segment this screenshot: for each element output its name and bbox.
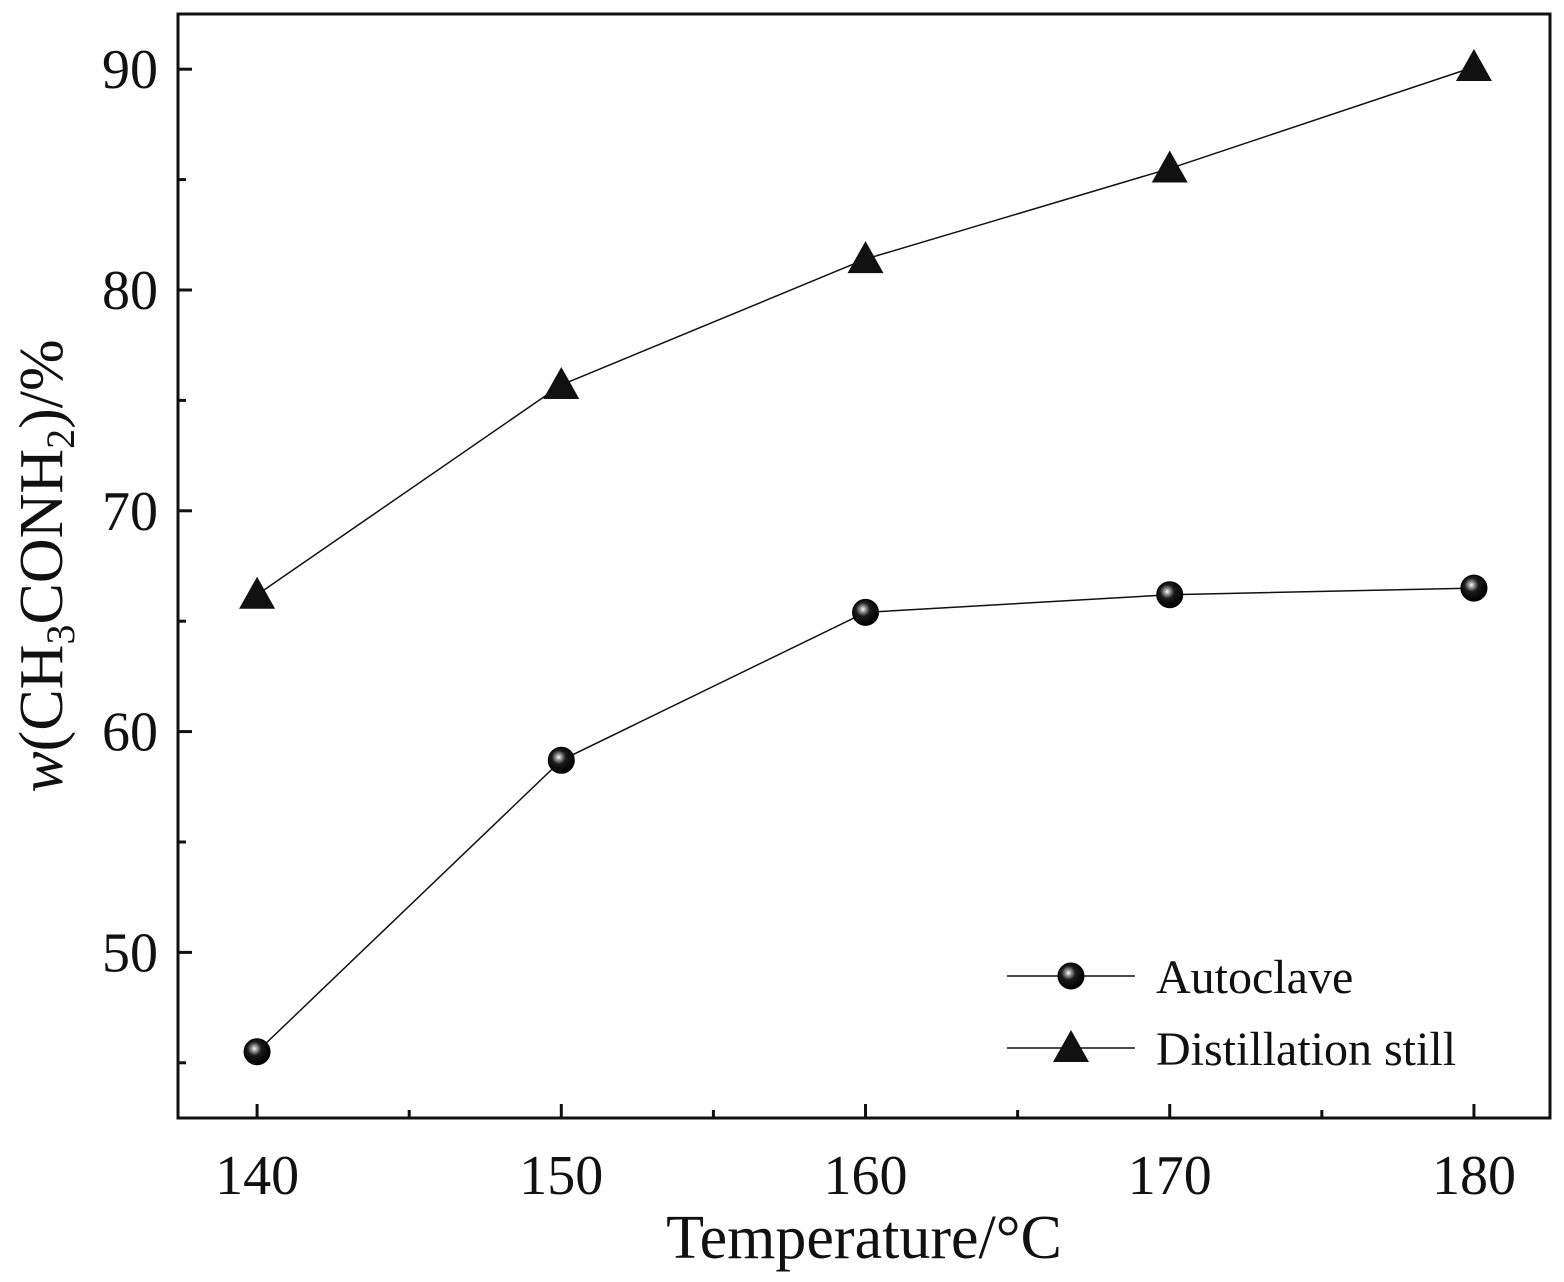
x-tick-label: 170 [1128, 1145, 1212, 1207]
series-line-distillation-still [256, 66, 1475, 596]
y-axis-title-part: )/% [8, 339, 76, 429]
data-point-distillation-still [239, 576, 276, 609]
y-tick-label: 70 [102, 481, 158, 543]
data-point-autoclave [243, 1038, 271, 1066]
legend-marker-sphere [1057, 962, 1085, 990]
y-tick-label: 80 [102, 260, 158, 322]
data-point-autoclave [852, 598, 880, 626]
y-axis-title-part: 2 [38, 429, 83, 449]
y-tick-label: 50 [102, 922, 158, 984]
data-point-autoclave [1156, 581, 1184, 609]
data-point-autoclave [1460, 574, 1488, 602]
y-axis-title-part: CONH [8, 449, 76, 625]
x-axis-title: Temperature/°C [666, 1204, 1062, 1272]
y-axis-title: w(CH3CONH2)/% [8, 339, 83, 792]
x-tick-label: 140 [215, 1145, 299, 1207]
y-axis-title-part: 3 [38, 625, 83, 645]
legend: Autoclave Distillation still [1007, 951, 1456, 1076]
y-axis-title-part: w [8, 751, 76, 792]
data-point-distillation-still [847, 241, 884, 274]
x-tick-label: 160 [824, 1145, 908, 1207]
data-point-distillation-still [543, 366, 580, 399]
legend-marker-triangle [1053, 1030, 1089, 1062]
data-point-distillation-still [1455, 48, 1492, 81]
data-point-distillation-still [1151, 150, 1188, 183]
y-tick-label: 90 [102, 39, 158, 101]
plot-frame [176, 12, 1552, 1120]
legend-label: Autoclave [1156, 951, 1353, 1004]
legend-label: Distillation still [1156, 1023, 1456, 1076]
data-point-autoclave [547, 746, 575, 774]
x-tick-label: 180 [1432, 1145, 1516, 1207]
y-axis-title-part: (CH [8, 645, 76, 752]
x-tick-label: 150 [519, 1145, 603, 1207]
y-tick-label: 60 [102, 702, 158, 764]
